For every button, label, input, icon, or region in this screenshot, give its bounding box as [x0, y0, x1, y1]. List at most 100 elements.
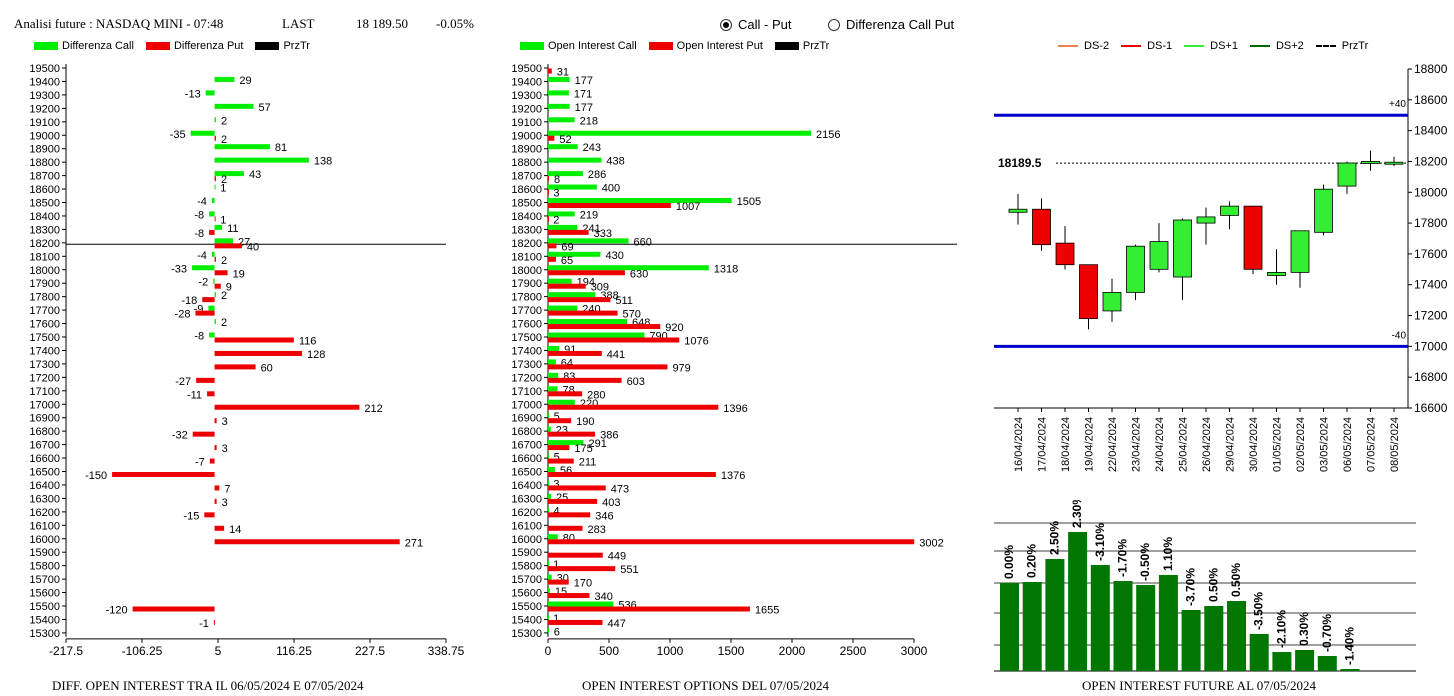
call-bar — [548, 211, 575, 217]
candle-down — [1079, 264, 1098, 320]
call-bar — [192, 265, 215, 271]
legend-item-ds-p2: DS+2 — [1249, 40, 1304, 52]
bar-label: -15 — [183, 510, 199, 522]
y-tick-label: 18900 — [511, 144, 542, 156]
y-tick-label: 18300 — [511, 224, 542, 236]
put-bar — [214, 350, 303, 356]
put-bar — [548, 391, 583, 397]
y-tick-label: 17400 — [1414, 278, 1448, 292]
call-bar — [548, 453, 549, 459]
y-tick-label: 18500 — [511, 198, 542, 210]
bar-label: -27 — [175, 376, 191, 388]
future-oi-label: 1.10% — [1161, 537, 1175, 571]
bar-label: 280 — [587, 389, 605, 401]
legend-item-oi-przTr: PrzTr — [774, 40, 829, 52]
legend-item-oi-call: Open Interest Call — [520, 40, 637, 52]
bar-label: 438 — [606, 156, 624, 168]
put-bar — [548, 256, 556, 262]
bar-label: 660 — [634, 236, 652, 248]
put-bar — [214, 539, 400, 545]
put-bar — [214, 270, 228, 276]
bar-label: 11 — [227, 223, 238, 235]
y-tick-label: 15700 — [29, 574, 60, 586]
legend-item-oi-put: Open Interest Put — [648, 40, 763, 52]
bar-label: 1505 — [737, 196, 761, 208]
future-oi-bar — [1090, 565, 1110, 671]
call-bar — [214, 76, 235, 82]
x-tick-label: 0 — [545, 644, 552, 658]
y-tick-label: 16100 — [29, 520, 60, 532]
call-bar — [208, 305, 215, 311]
y-tick-label: 18800 — [511, 157, 542, 169]
put-bar — [548, 270, 625, 276]
radio-unselected-icon — [828, 18, 840, 31]
bar-label: -150 — [85, 470, 107, 482]
bar-label: 9 — [226, 282, 232, 294]
call-bar — [548, 157, 602, 163]
call-bar — [209, 332, 215, 338]
bar-label: 2 — [221, 174, 227, 186]
bar-label: 65 — [561, 255, 573, 267]
put-bar — [548, 324, 661, 330]
radio-call-put-label: Call - Put — [738, 17, 792, 32]
y-tick-label: 17400 — [29, 345, 60, 357]
change-percent: -0.05% — [436, 16, 474, 31]
call-bar — [548, 588, 550, 594]
y-tick-label: 16500 — [29, 467, 60, 479]
call-bar — [548, 507, 549, 513]
bar-label: 551 — [620, 564, 638, 576]
bar-label: 4 — [553, 505, 559, 517]
bar-label: 190 — [576, 416, 594, 428]
candle-up — [1102, 292, 1122, 312]
call-bar — [548, 332, 645, 338]
y-tick-label: 19000 — [511, 130, 542, 142]
y-tick-label: 17700 — [511, 305, 542, 317]
date-label: 07/05/2024 — [1366, 417, 1378, 472]
bar-label: -2 — [198, 277, 208, 289]
y-tick-label: 16600 — [1414, 401, 1448, 415]
bar-label: 40 — [247, 241, 259, 253]
put-bar — [548, 579, 569, 585]
footer-diff: DIFF. OPEN INTEREST TRA IL 06/05/2024 E … — [52, 678, 364, 693]
radio-diff-call-put[interactable]: Differenza Call Put — [828, 17, 954, 32]
candle-up — [1149, 241, 1169, 270]
y-tick-label: 17900 — [511, 278, 542, 290]
put-bar — [214, 418, 217, 424]
call-bar — [548, 426, 551, 432]
put-bar — [196, 377, 215, 383]
y-tick-label: 18000 — [1414, 185, 1448, 199]
y-tick-label: 18300 — [29, 224, 60, 236]
bar-label: 177 — [575, 102, 593, 114]
y-tick-label: 15300 — [511, 628, 542, 640]
bar-label: 1396 — [723, 403, 747, 415]
y-tick-label: 19300 — [29, 90, 60, 102]
future-oi-bar — [1113, 581, 1133, 671]
bar-label: -28 — [175, 309, 191, 321]
y-tick-label: 17600 — [511, 319, 542, 331]
bar-label: 2156 — [816, 129, 840, 141]
radio-call-put[interactable]: Call - Put — [720, 17, 791, 32]
y-tick-label: 17000 — [29, 399, 60, 411]
bar-label: 1 — [220, 183, 226, 195]
bar-label: 219 — [580, 209, 598, 221]
open-interest-options-chart: 1950019400193001920019100190001890018800… — [511, 63, 957, 658]
put-bar — [548, 418, 572, 424]
x-tick-label: 1000 — [657, 644, 684, 658]
call-bar — [548, 251, 601, 257]
candle-up — [1314, 188, 1333, 233]
legend-item-ds-m1: DS-1 — [1121, 40, 1172, 52]
put-bar — [132, 606, 215, 612]
bar-label: -8 — [194, 209, 204, 221]
put-bar — [548, 337, 680, 343]
bar-label: 447 — [608, 618, 626, 630]
bar-label: 212 — [364, 403, 382, 415]
candle-down — [1055, 242, 1075, 266]
y-tick-label: 16300 — [511, 493, 542, 505]
date-label: 16/04/2024 — [1013, 417, 1025, 472]
y-tick-label: 17000 — [511, 399, 542, 411]
bar-label: 218 — [580, 115, 598, 127]
call-bar — [205, 90, 215, 96]
y-tick-label: 17900 — [29, 278, 60, 290]
put-bar — [548, 566, 616, 572]
